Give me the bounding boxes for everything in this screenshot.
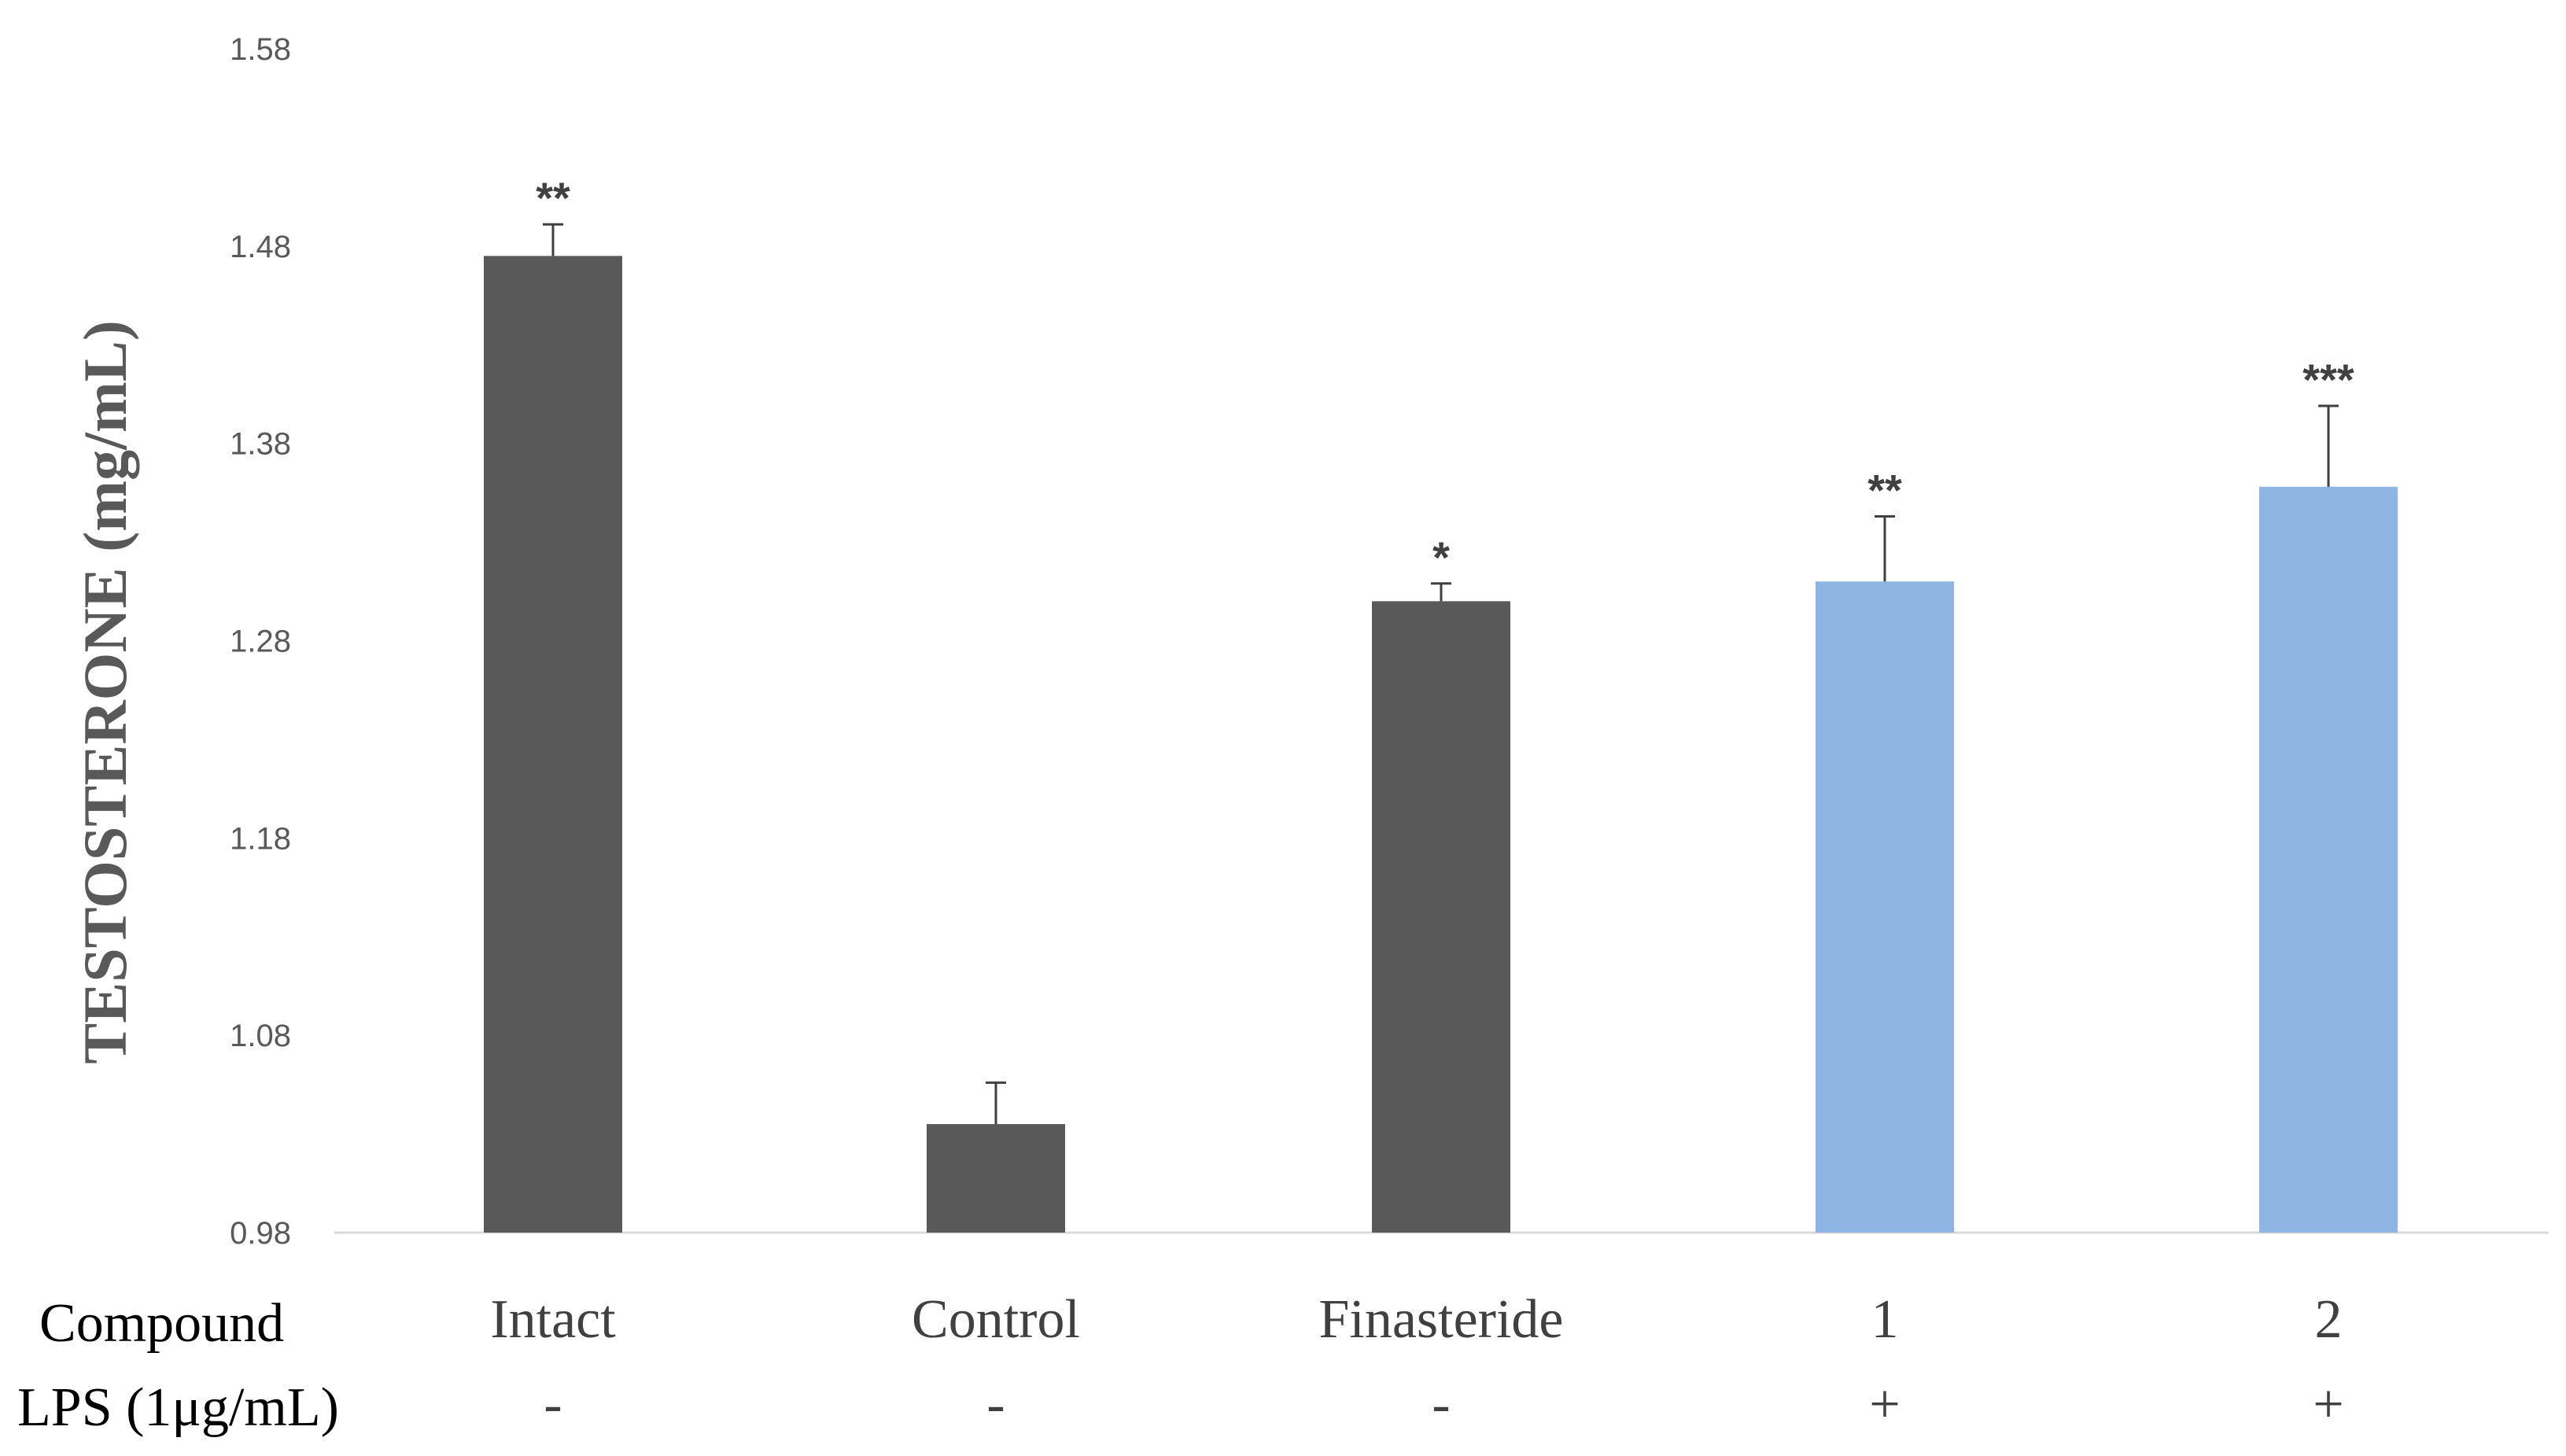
y-tick-label: 0.98 [230,1216,291,1251]
significance-mark: * [1432,533,1450,582]
lps-label: - [544,1374,562,1435]
y-tick-label: 1.08 [230,1019,291,1053]
y-tick-label: 1.38 [230,427,291,462]
bar [927,1124,1065,1233]
lps-label: - [986,1374,1005,1435]
y-tick-label: 1.48 [230,230,291,264]
y-axis-label: TESTOSTERONE (mg/mL) [71,320,139,1064]
bar [1816,581,1954,1233]
row-label-compound: Compound [39,1293,284,1354]
significance-mark: ** [536,173,570,223]
compound-labels: Intact Control Finasteride 1 2 [490,1289,2342,1350]
bar [2259,486,2398,1233]
bar [1372,601,1510,1233]
compound-label: Finasteride [1318,1289,1563,1350]
row-label-lps: LPS (1μg/mL) [17,1377,339,1438]
y-tick-label: 1.58 [230,32,291,67]
significance-mark: *** [2302,355,2354,404]
significance-marks: ******** [536,173,2354,582]
bars [484,256,2398,1233]
compound-label: 1 [1871,1289,1899,1350]
lps-label: - [1432,1374,1450,1435]
bar [484,256,622,1233]
lps-label: + [2313,1374,2343,1435]
significance-mark: ** [1867,465,1902,514]
y-tick-label: 1.28 [230,625,291,659]
y-axis-ticks: 1.58 1.48 1.38 1.28 1.18 1.08 0.98 [230,32,291,1251]
compound-label: Intact [490,1289,616,1350]
lps-label: + [1869,1374,1900,1435]
lps-labels: - - - + + [544,1374,2343,1435]
error-bars [543,223,2339,1125]
y-tick-label: 1.18 [230,821,291,856]
compound-label: Control [912,1289,1080,1350]
compound-label: 2 [2315,1289,2343,1350]
